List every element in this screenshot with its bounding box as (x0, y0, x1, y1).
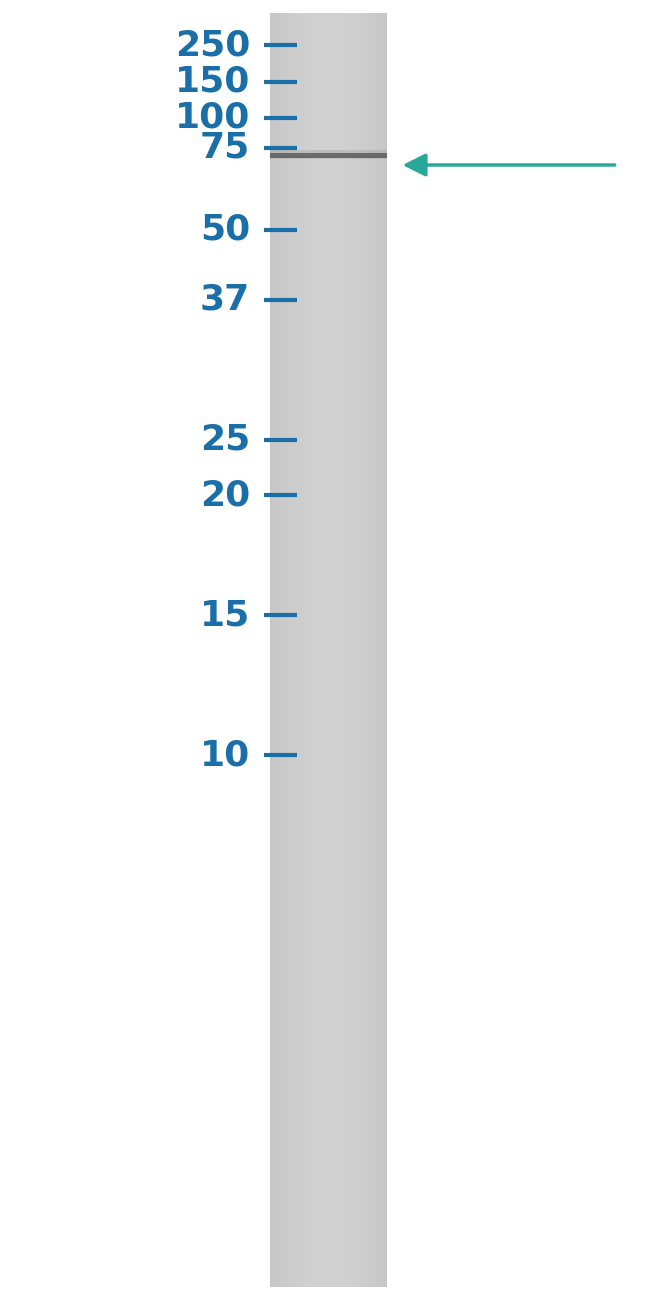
Text: 100: 100 (175, 101, 250, 135)
Bar (270, 150, 387, 152)
Text: 150: 150 (175, 65, 250, 99)
Text: 25: 25 (200, 422, 250, 458)
Text: 75: 75 (200, 131, 250, 165)
Bar (270, 156, 387, 159)
Text: 50: 50 (200, 213, 250, 247)
Text: 37: 37 (200, 283, 250, 317)
Text: 20: 20 (200, 478, 250, 512)
Text: 250: 250 (175, 29, 250, 62)
Bar (270, 152, 387, 157)
Text: 15: 15 (200, 598, 250, 632)
Text: 10: 10 (200, 738, 250, 772)
